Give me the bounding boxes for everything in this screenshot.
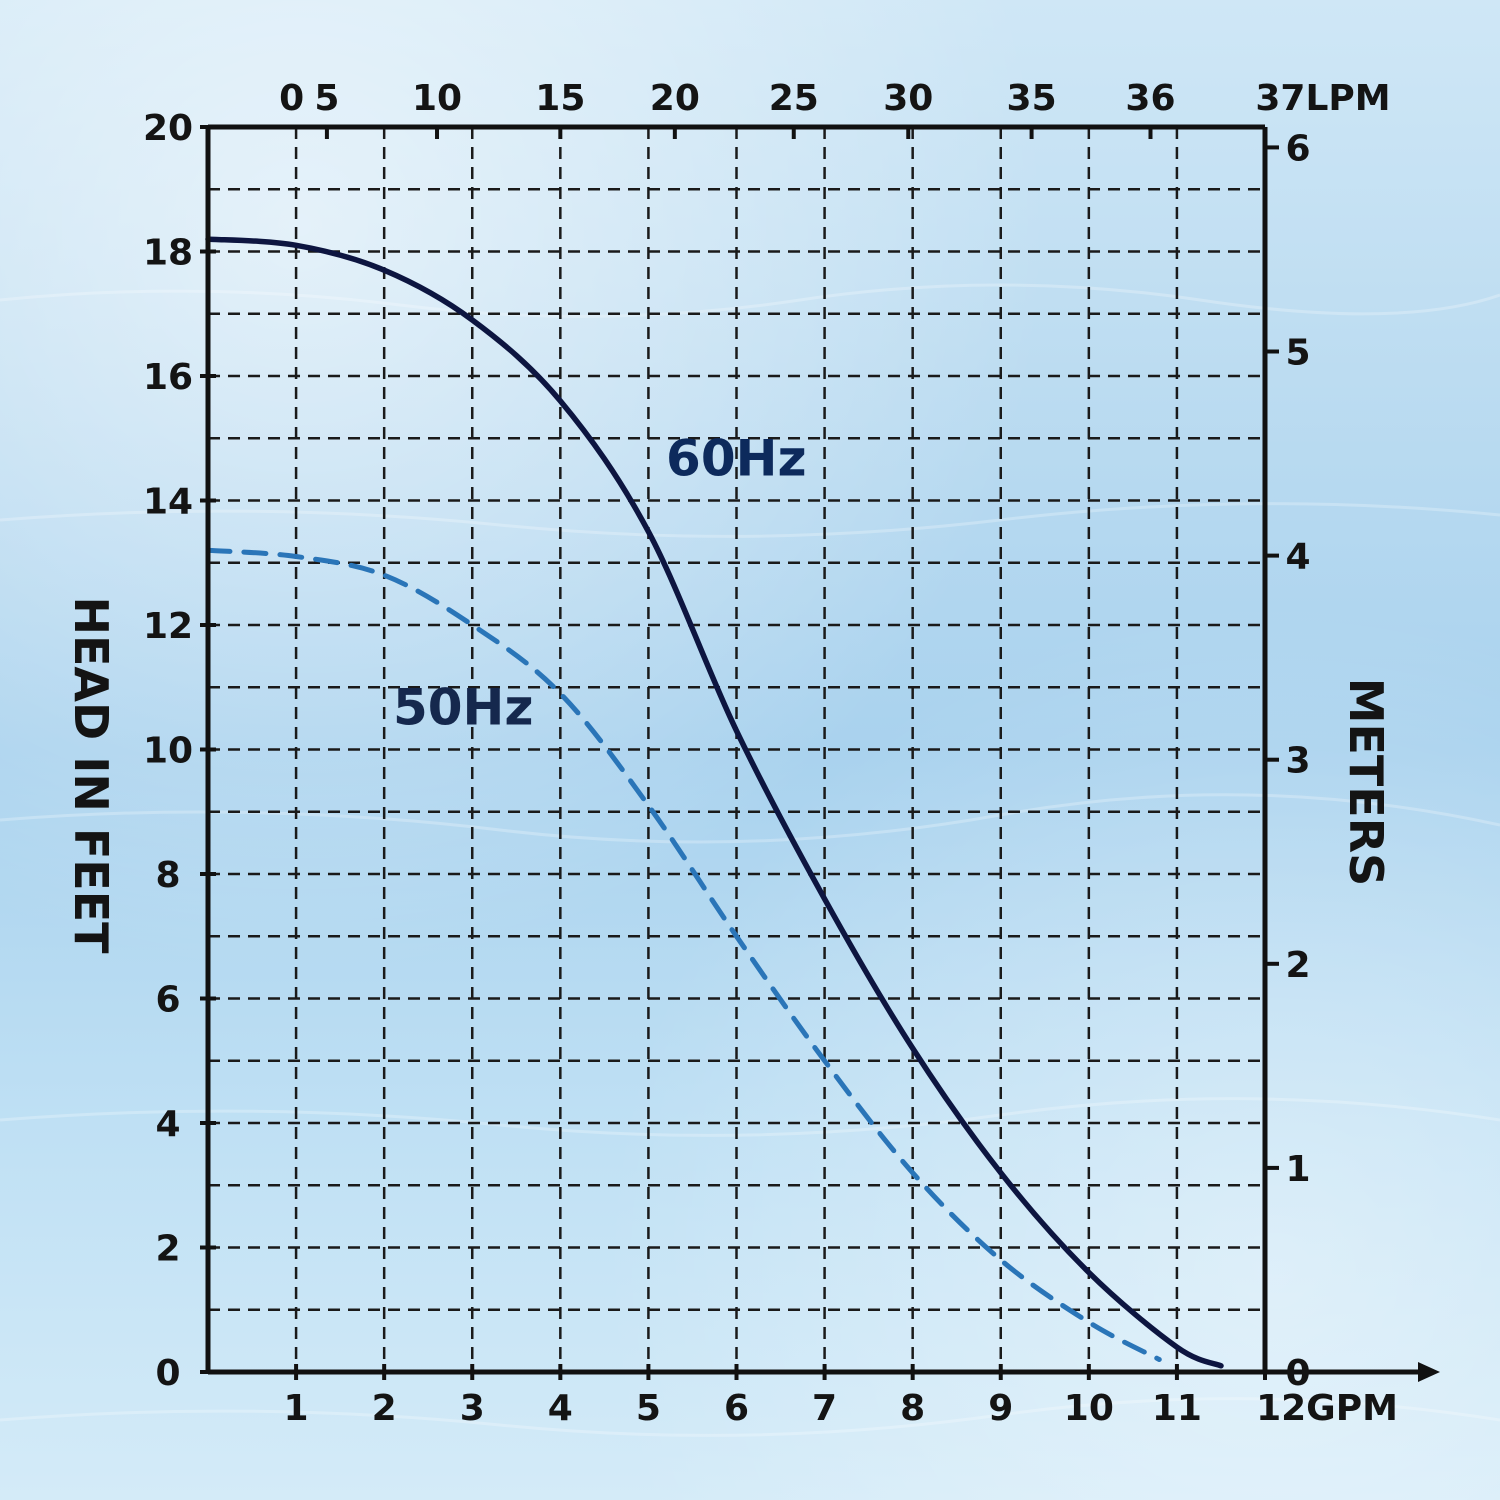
x2-tick-label: 10	[412, 78, 462, 119]
x2-tick-label: 20	[650, 78, 700, 119]
y-tick-label: 2	[155, 1229, 180, 1270]
y-tick-label: 4	[155, 1104, 180, 1145]
y-tick-label: 16	[143, 357, 193, 398]
x-axis-arrow	[1418, 1362, 1440, 1382]
x-tick-label: 6	[724, 1388, 749, 1429]
x-tick-label: 5	[636, 1388, 661, 1429]
series-lines	[205, 236, 1224, 1369]
x-tick-label: 1	[284, 1388, 309, 1429]
y2-tick-label: 5	[1285, 333, 1310, 374]
series-line-50hz	[205, 547, 1162, 1362]
x2-tick-label: 35	[1007, 78, 1057, 119]
x2-tick-label: 25	[769, 78, 819, 119]
x2-tick-label: 37LPM	[1255, 78, 1390, 119]
y-axis-title: HEAD IN FEET	[64, 597, 118, 955]
x2-tick-label: 0	[279, 78, 304, 119]
y2-tick-label: 4	[1285, 537, 1310, 578]
y-tick-label: 20	[143, 108, 193, 149]
y-tick-label: 12	[143, 606, 193, 647]
x-tick-label: 10	[1064, 1388, 1114, 1429]
y-tick-label: 8	[155, 855, 180, 896]
axes	[200, 124, 1440, 1382]
y-tick-label: 0	[155, 1353, 180, 1394]
y2-axis-title: METERS	[1339, 678, 1393, 887]
y2-tick-label: 6	[1285, 128, 1310, 169]
x-tick-label: 9	[988, 1388, 1013, 1429]
x-tick-label: 12GPM	[1256, 1388, 1398, 1429]
y-tick-label: 6	[155, 980, 180, 1021]
x-tick-label: 3	[460, 1388, 485, 1429]
y-tick-label: 14	[143, 482, 193, 523]
x2-tick-label: 30	[883, 78, 933, 119]
series-label-60hz: 60Hz	[666, 430, 807, 488]
y2-tick-label: 2	[1285, 945, 1310, 986]
x-tick-label: 8	[900, 1388, 925, 1429]
x2-tick-label: 5	[314, 78, 339, 119]
y-tick-label: 18	[143, 233, 193, 274]
series-label-50hz: 50Hz	[393, 679, 534, 737]
grid	[208, 127, 1265, 1372]
x2-tick-label: 36	[1125, 78, 1175, 119]
y2-tick-label: 0	[1285, 1353, 1310, 1394]
y2-tick-label: 1	[1285, 1149, 1310, 1190]
x-tick-label: 4	[548, 1388, 573, 1429]
x-tick-label: 2	[372, 1388, 397, 1429]
series-line-60hz	[205, 236, 1224, 1369]
y2-tick-label: 3	[1285, 741, 1310, 782]
y-tick-label: 10	[143, 731, 193, 772]
x2-tick-label: 15	[535, 78, 585, 119]
x-tick-label: 7	[812, 1388, 837, 1429]
x-tick-label: 11	[1152, 1388, 1202, 1429]
series-annotations: 60Hz 50Hz	[393, 430, 807, 737]
